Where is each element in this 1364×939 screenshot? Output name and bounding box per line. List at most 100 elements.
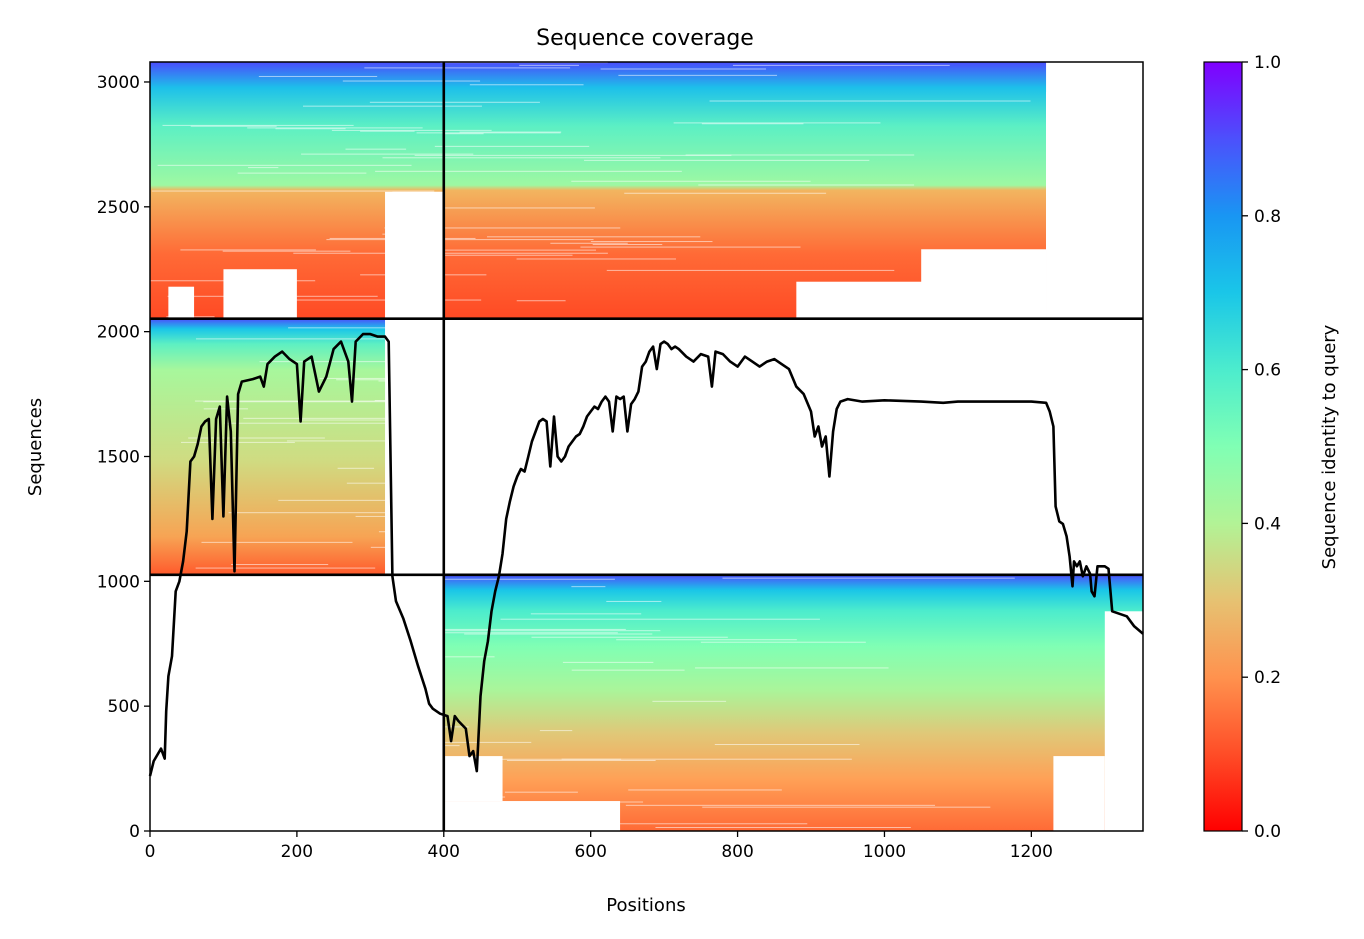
coverage-streak: [345, 148, 407, 150]
coverage-streak: [414, 249, 596, 251]
coverage-streak: [278, 499, 485, 501]
coverage-streak: [726, 414, 1022, 416]
coverage-streak: [562, 661, 654, 663]
coverage-streak: [336, 379, 612, 381]
coverage-streak: [530, 613, 642, 615]
coverage-streak: [580, 246, 801, 248]
coverage-streak: [571, 180, 811, 182]
coverage-streak: [542, 823, 619, 825]
coverage-streak: [440, 492, 524, 494]
y-tick-label: 2000: [97, 323, 140, 343]
coverage-streak: [555, 379, 780, 381]
coverage-streak: [195, 567, 376, 569]
colorbar-tick-label: 0.0: [1254, 822, 1281, 842]
coverage-streak: [331, 129, 492, 131]
coverage-streak: [360, 130, 415, 132]
coverage-streak: [550, 242, 628, 244]
y-tick-label: 3000: [97, 73, 140, 93]
coverage-streak: [203, 401, 531, 403]
coverage-streak: [355, 515, 575, 517]
coverage-blocks: [150, 62, 1143, 831]
coverage-streak: [286, 440, 506, 442]
chart-title: Sequence coverage: [536, 26, 754, 51]
coverage-streak: [444, 133, 484, 135]
coverage-streak: [364, 67, 571, 69]
x-tick-label: 0: [145, 842, 156, 862]
coverage-streak: [355, 745, 460, 747]
coverage-streak: [695, 667, 889, 669]
coverage-streak: [212, 754, 364, 756]
coverage-streak: [516, 300, 566, 302]
coverage-streak: [592, 244, 663, 246]
coverage-streak: [166, 316, 215, 318]
coverage-streak: [224, 422, 493, 424]
coverage-streak: [722, 577, 1015, 579]
coverage-streak: [180, 249, 316, 251]
coverage-streak: [189, 644, 340, 646]
coverage-streak: [421, 632, 618, 634]
coverage-streak: [359, 656, 495, 658]
coverage-streak: [561, 758, 852, 760]
coverage-streak: [384, 227, 621, 229]
coverage-streak: [382, 157, 661, 159]
coverage-streak: [481, 320, 682, 322]
coverage-streak: [258, 75, 378, 77]
coverage-streak: [374, 400, 567, 402]
x-axis-label: Positions: [606, 895, 685, 916]
x-tick-label: 400: [428, 842, 460, 862]
coverage-streak: [486, 236, 701, 238]
x-tick-label: 800: [721, 842, 753, 862]
coverage-streak: [317, 578, 399, 580]
coverage-streak: [248, 167, 279, 169]
coverage-streak: [694, 500, 731, 502]
coverage-streak: [456, 799, 498, 801]
coverage-streak: [190, 125, 277, 127]
coverage-streak: [570, 495, 809, 497]
coverage-streak: [411, 408, 521, 410]
coverage-streak: [415, 819, 516, 821]
coverage-gap: [1104, 611, 1143, 831]
coverage-streak: [675, 403, 923, 405]
colorbar: 0.0 0.2 0.4 0.6 0.8 1.0 Sequence identity to …: [1203, 53, 1340, 842]
x-axis: 0 200 400 600 800 1000 1200: [145, 831, 1053, 862]
coverage-streak: [412, 726, 469, 728]
coverage-streak: [337, 467, 375, 469]
colorbar-tick-label: 0.8: [1254, 207, 1281, 227]
coverage-streak: [340, 619, 380, 621]
coverage-gap: [443, 756, 503, 802]
coverage-streak: [151, 190, 435, 192]
coverage-streak: [329, 237, 476, 239]
coverage-streak: [430, 741, 532, 743]
coverage-streak: [222, 250, 351, 252]
coverage-gap: [443, 801, 621, 831]
y-tick-label: 500: [108, 697, 140, 717]
x-tick-label: 1000: [863, 842, 906, 862]
coverage-streak: [243, 417, 419, 419]
coverage-streak: [606, 269, 895, 271]
coverage-streak: [459, 131, 562, 133]
coverage-streak: [668, 569, 768, 571]
coverage-streak: [464, 633, 653, 635]
y-axis-label: Sequences: [25, 398, 46, 496]
coverage-streak: [628, 789, 782, 791]
coverage-streak: [256, 700, 390, 702]
coverage-streak: [442, 570, 501, 572]
block-dividers: [150, 62, 1143, 831]
coverage-streak: [167, 295, 378, 297]
coverage-streak: [351, 630, 661, 632]
coverage-streak: [512, 801, 644, 803]
coverage-streak: [370, 546, 491, 548]
coverage-streak: [375, 170, 682, 172]
coverage-streak: [571, 669, 685, 671]
coverage-gap: [921, 249, 1047, 319]
coverage-streak: [162, 124, 354, 126]
colorbar-tick-label: 0.4: [1254, 514, 1281, 534]
coverage-streak: [446, 381, 688, 383]
coverage-streak: [531, 636, 728, 638]
coverage-streak: [464, 471, 778, 473]
coverage-streak: [275, 128, 346, 130]
coverage-streak: [682, 382, 884, 384]
colorbar-label: Sequence identity to query: [1319, 324, 1340, 569]
y-tick-label: 1000: [97, 572, 140, 592]
coverage-streak: [500, 618, 820, 620]
